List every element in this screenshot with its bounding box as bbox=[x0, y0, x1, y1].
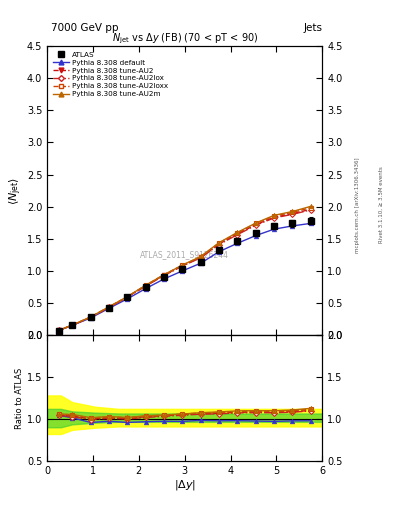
Text: ATLAS_2011_S9126244: ATLAS_2011_S9126244 bbox=[140, 250, 229, 259]
Text: Rivet 3.1.10, ≥ 3.5M events: Rivet 3.1.10, ≥ 3.5M events bbox=[379, 166, 384, 243]
X-axis label: $|\Delta y|$: $|\Delta y|$ bbox=[174, 478, 196, 493]
Text: mcplots.cern.ch [arXiv:1306.3436]: mcplots.cern.ch [arXiv:1306.3436] bbox=[355, 157, 360, 252]
Text: Jets: Jets bbox=[303, 23, 322, 33]
Title: $N_\mathrm{jet}$ vs $\Delta y$ (FB) (70 < pT < 90): $N_\mathrm{jet}$ vs $\Delta y$ (FB) (70 … bbox=[112, 32, 258, 46]
Legend: ATLAS, Pythia 8.308 default, Pythia 8.308 tune-AU2, Pythia 8.308 tune-AU2lox, Py: ATLAS, Pythia 8.308 default, Pythia 8.30… bbox=[51, 50, 170, 99]
Y-axis label: $\langle N_\mathrm{jet}\rangle$: $\langle N_\mathrm{jet}\rangle$ bbox=[7, 177, 24, 205]
Text: 7000 GeV pp: 7000 GeV pp bbox=[51, 23, 119, 33]
Y-axis label: Ratio to ATLAS: Ratio to ATLAS bbox=[15, 367, 24, 429]
